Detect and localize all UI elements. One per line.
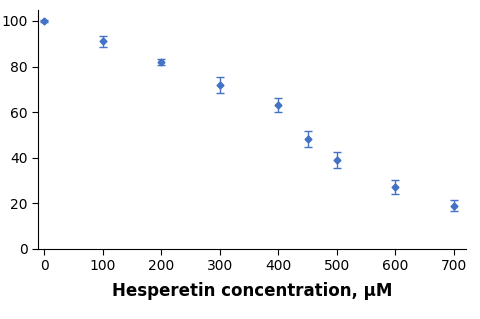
X-axis label: Hesperetin concentration, μM: Hesperetin concentration, μM: [112, 282, 392, 300]
